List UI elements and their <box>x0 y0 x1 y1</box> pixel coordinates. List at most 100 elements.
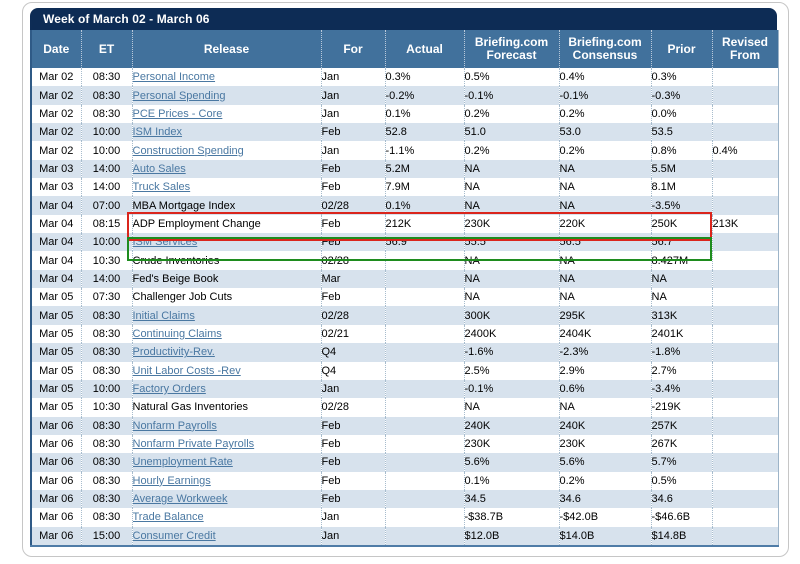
revised-cell: 213K <box>711 214 778 234</box>
et-cell: 10:00 <box>80 379 132 399</box>
table-row: Mar 02 10:00 ISM Index Feb 52.8 51.0 53.0 53.5 <box>31 123 778 142</box>
consensus-cell: 53.0 <box>558 123 651 142</box>
forecast-cell: NA <box>463 196 559 215</box>
release-link[interactable]: Factory Orders <box>132 383 206 396</box>
release-link[interactable]: PCE Prices - Core <box>132 107 223 120</box>
prior-cell: -$46.6B <box>650 508 712 527</box>
revised-cell <box>711 178 778 197</box>
consensus-cell: 220K <box>558 214 651 234</box>
date-cell: Mar 02 <box>39 126 74 139</box>
actual-cell: -1.1% <box>384 141 464 160</box>
table-row: Mar 02 10:00 Construction Spending Jan -1.1%… <box>31 141 778 160</box>
release-cell: Average Workweek <box>131 489 321 509</box>
actual-cell <box>384 288 464 307</box>
for-cell: 02/28 <box>320 251 385 270</box>
actual-cell: 56.9 <box>384 233 464 252</box>
actual-cell: 0.1% <box>384 196 464 215</box>
prior-cell: 2.7% <box>650 361 712 380</box>
release-link[interactable]: Consumer Credit <box>132 529 216 542</box>
forecast-cell: -0.1% <box>463 86 559 105</box>
consensus-cell: $14.0B <box>558 526 651 546</box>
date-cell: Mar 02 <box>39 107 74 120</box>
release-link[interactable]: Initial Claims <box>132 309 195 322</box>
revised-cell <box>711 416 778 435</box>
release-link[interactable]: Trade Balance <box>132 511 204 524</box>
prior-cell: 267K <box>650 434 712 454</box>
release-link[interactable]: Average Workweek <box>132 493 228 506</box>
et-cell: 14:00 <box>80 269 132 289</box>
release-link[interactable]: Productivity-Rev. <box>132 346 215 359</box>
consensus-cell: 0.2% <box>558 141 651 160</box>
et-cell: 10:30 <box>80 251 132 270</box>
et-cell: 08:30 <box>80 306 132 325</box>
date-cell: Mar 02 <box>39 71 74 84</box>
release-link[interactable]: ISM Index <box>132 126 183 139</box>
actual-cell: 52.8 <box>384 123 464 142</box>
release-cell: Truck Sales <box>131 178 321 197</box>
release-link[interactable]: Continuing Claims <box>132 327 222 340</box>
et-cell: 10:00 <box>80 233 132 252</box>
et-cell: 08:30 <box>80 343 132 362</box>
for-cell: Jan <box>320 86 385 105</box>
revised-cell <box>711 86 778 105</box>
table-row: Mar 04 10:30 Crude Inventories 02/28 NA NA 8.4… <box>31 251 778 270</box>
calendar-table-body: Mar 02 08:30 Personal Income Jan 0.3% 0.5% 0.4… <box>31 68 778 546</box>
release-link[interactable]: Personal Income <box>132 71 216 84</box>
table-row: Mar 04 07:00 MBA Mortgage Index 02/28 0.1% NA… <box>31 196 778 215</box>
revised-cell <box>711 104 778 124</box>
consensus-cell: NA <box>558 178 651 197</box>
forecast-cell: 230K <box>463 434 559 454</box>
date-cell: Mar 03 <box>39 181 74 194</box>
week-title: Week of March 02 - March 06 <box>43 12 210 26</box>
consensus-cell: 0.2% <box>558 104 651 124</box>
release-cell: Unemployment Rate <box>131 453 321 472</box>
forecast-cell: 2400K <box>463 324 559 344</box>
actual-cell <box>384 508 464 527</box>
et-cell: 14:00 <box>80 159 132 179</box>
et-cell: 08:30 <box>80 471 132 490</box>
release-link[interactable]: Truck Sales <box>132 181 191 194</box>
prior-cell: 53.5 <box>650 123 712 142</box>
release-cell: ISM Index <box>131 123 321 142</box>
et-cell: 08:30 <box>80 508 132 527</box>
prior-cell: -0.3% <box>650 86 712 105</box>
release-link[interactable]: Nonfarm Private Payrolls <box>132 438 255 451</box>
release-link[interactable]: Auto Sales <box>132 162 186 175</box>
consensus-cell: NA <box>558 288 651 307</box>
consensus-cell: 0.2% <box>558 471 651 490</box>
release-link[interactable]: ISM Services <box>132 236 198 249</box>
et-cell: 08:30 <box>80 324 132 344</box>
for-cell: Q4 <box>320 361 385 380</box>
date-cell: Mar 05 <box>39 364 74 377</box>
date-cell: Mar 05 <box>39 309 74 322</box>
et-cell: 08:30 <box>80 68 132 87</box>
release-link[interactable]: Construction Spending <box>132 144 244 157</box>
revised-cell <box>711 233 778 252</box>
release-cell: Factory Orders <box>131 379 321 399</box>
for-cell: Jan <box>320 104 385 124</box>
consensus-cell: NA <box>558 269 651 289</box>
release-link[interactable]: Unemployment Rate <box>132 456 233 469</box>
date-cell: Mar 06 <box>39 438 74 451</box>
revised-cell <box>711 379 778 399</box>
forecast-cell: 230K <box>463 214 559 234</box>
consensus-cell: 0.6% <box>558 379 651 399</box>
revised-cell <box>711 123 778 142</box>
forecast-cell: -$38.7B <box>463 508 559 527</box>
forecast-cell: 300K <box>463 306 559 325</box>
prior-cell: 34.6 <box>650 489 712 509</box>
for-cell: Feb <box>320 471 385 490</box>
revised-cell <box>711 251 778 270</box>
release-link[interactable]: Hourly Earnings <box>132 474 211 487</box>
actual-cell <box>384 269 464 289</box>
release-cell: MBA Mortgage Index <box>131 196 321 215</box>
release-link[interactable]: Personal Spending <box>132 89 226 102</box>
for-cell: Jan <box>320 526 385 546</box>
table-row: Mar 05 08:30 Continuing Claims 02/21 2400K 24… <box>31 324 778 344</box>
table-row: Mar 06 08:30 Nonfarm Private Payrolls Feb 23… <box>31 434 778 454</box>
release-link[interactable]: Unit Labor Costs -Rev <box>132 364 241 377</box>
forecast-cell: NA <box>463 288 559 307</box>
table-row: Mar 05 08:30 Initial Claims 02/28 300K 295K 31… <box>31 306 778 325</box>
prior-cell: 8.427M <box>650 251 712 270</box>
release-link[interactable]: Nonfarm Payrolls <box>132 419 217 432</box>
